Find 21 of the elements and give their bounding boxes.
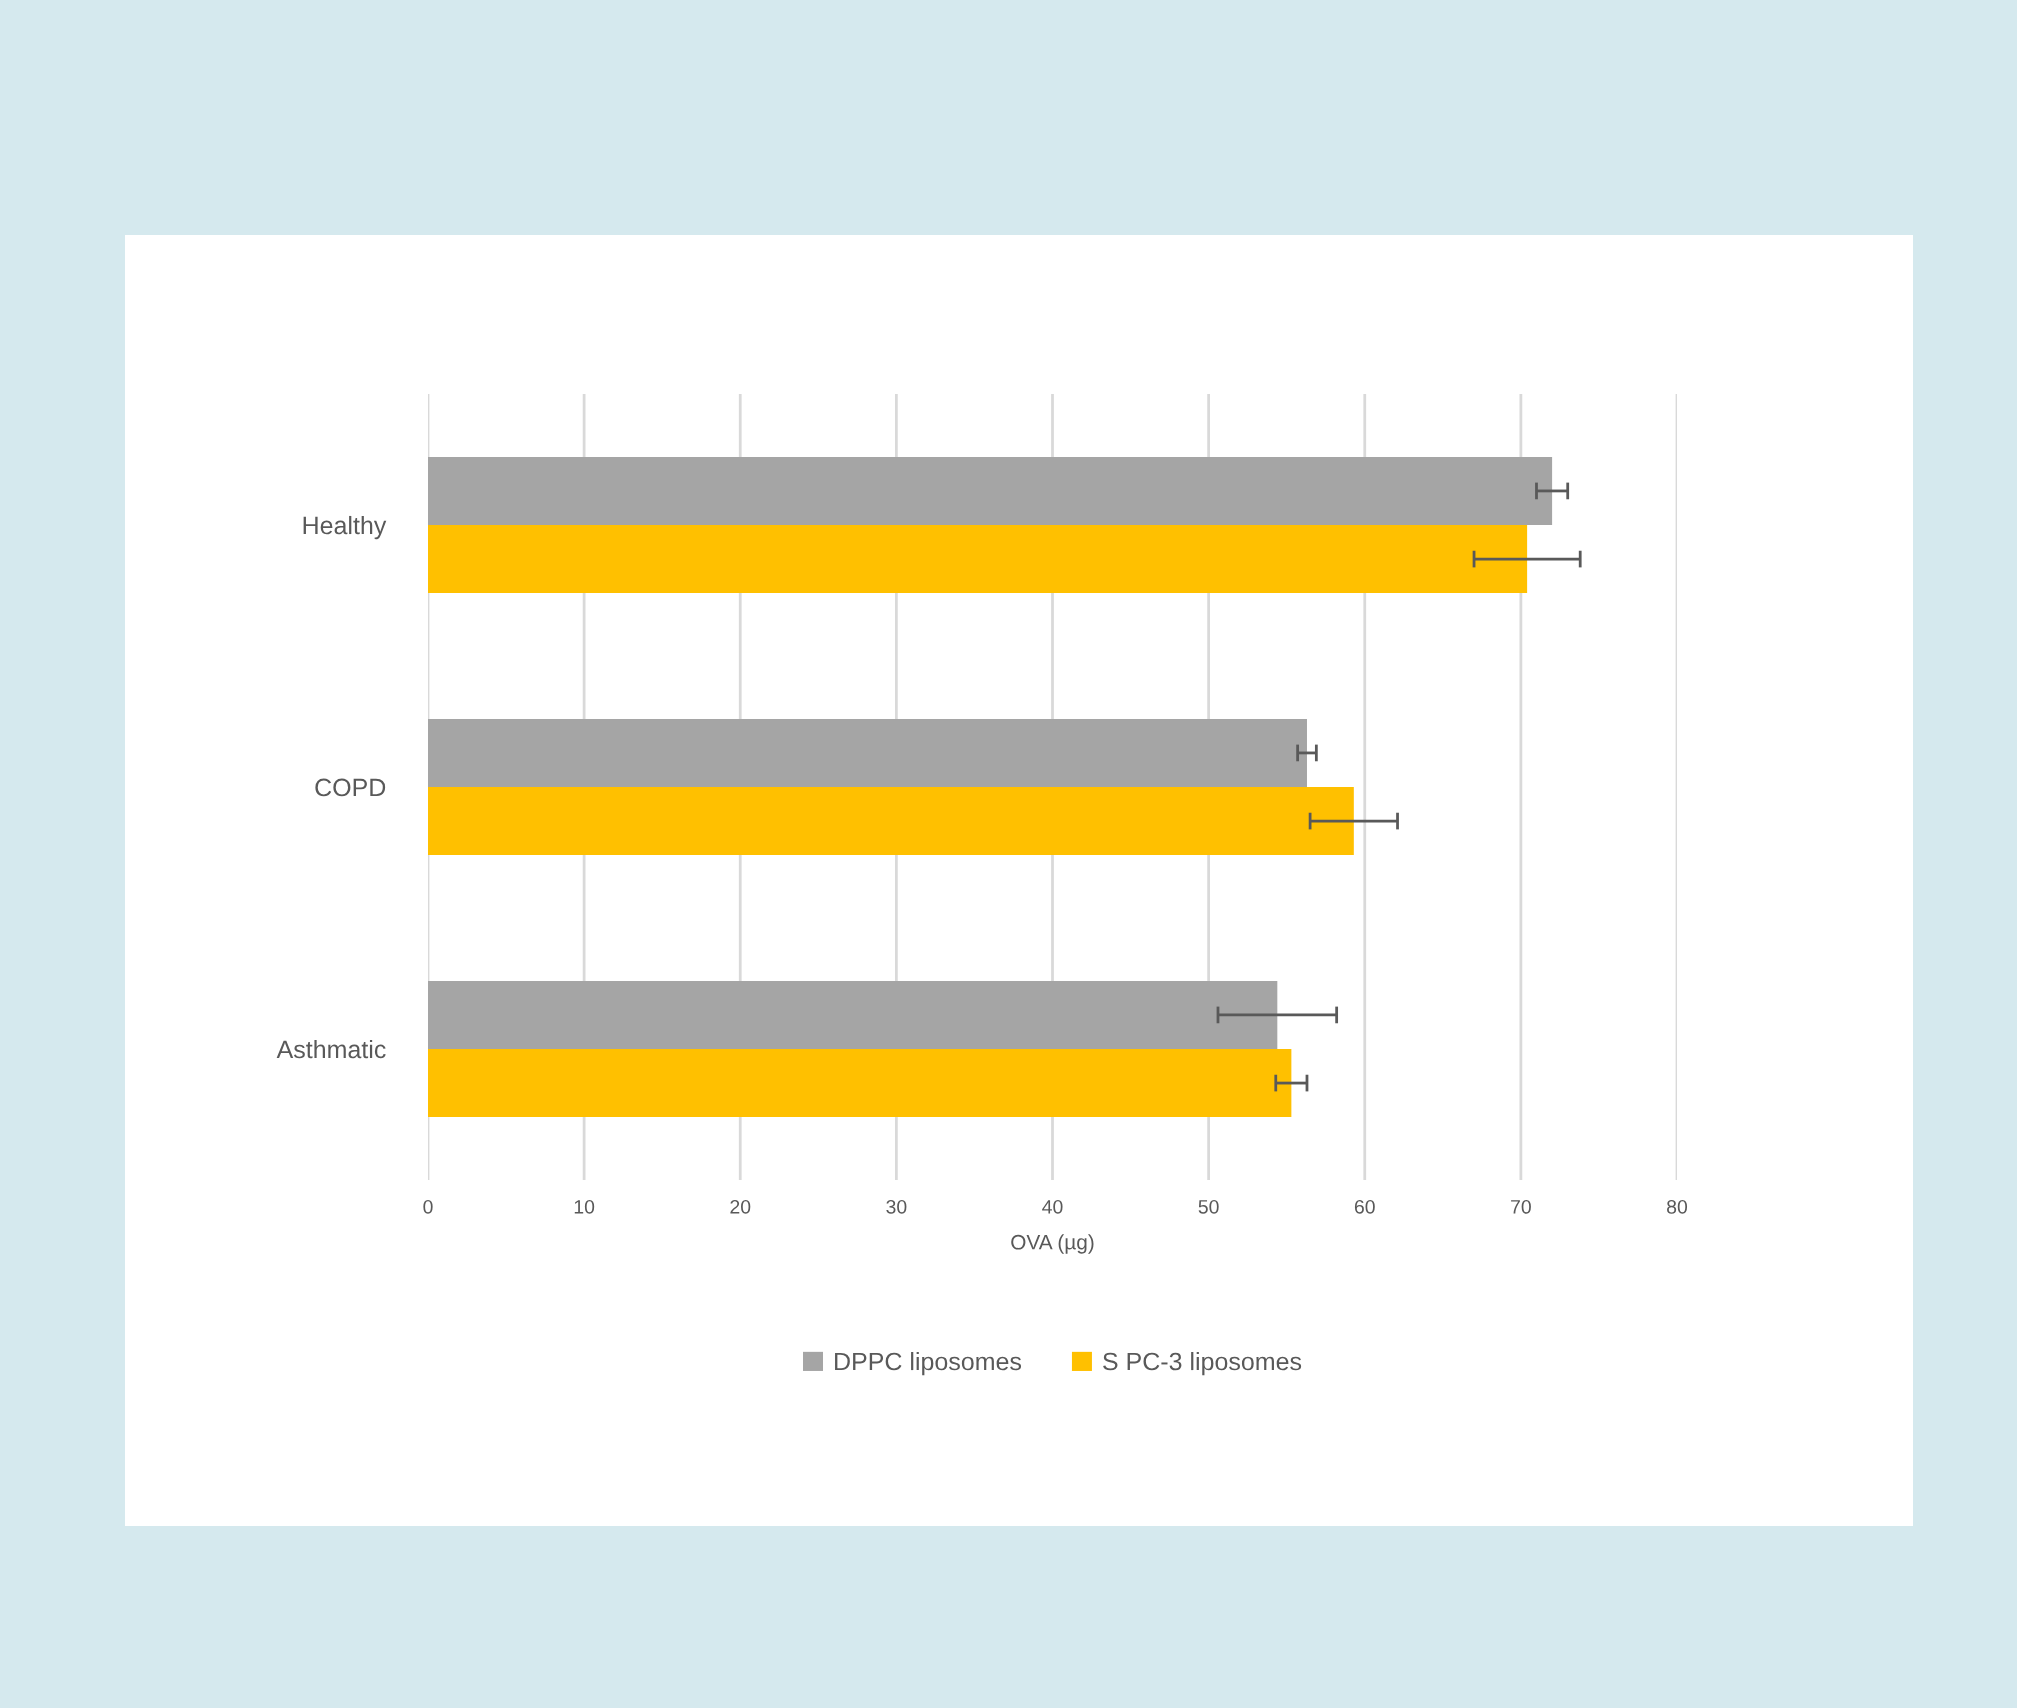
x-tick-label: 40 — [1042, 1199, 1063, 1214]
legend-label: DPPC liposomes — [835, 1351, 1022, 1376]
bar — [428, 980, 1278, 1049]
x-tick-label: 10 — [574, 1199, 595, 1214]
y-tick-label: Healthy — [303, 515, 387, 540]
x-tick-label: 70 — [1511, 1199, 1531, 1214]
y-tick-label: COPD — [315, 778, 386, 797]
x-tick-label: 30 — [886, 1199, 907, 1214]
x-axis-title: OVA (µg) — [1011, 1234, 1094, 1254]
x-tick-label: 50 — [1198, 1199, 1219, 1214]
legend-label: S PC-3 liposomes — [1103, 1351, 1302, 1376]
bar — [428, 787, 1354, 856]
x-tick-label: 0 — [423, 1199, 433, 1214]
x-tick-label: 80 — [1667, 1199, 1688, 1214]
bar — [428, 525, 1528, 594]
bar — [428, 456, 1553, 525]
y-tick-label: Asthmatic — [276, 1039, 386, 1059]
bar — [428, 718, 1307, 787]
x-tick-label: 20 — [730, 1199, 751, 1214]
x-tick-label: 60 — [1354, 1199, 1375, 1214]
bar — [428, 1049, 1292, 1118]
